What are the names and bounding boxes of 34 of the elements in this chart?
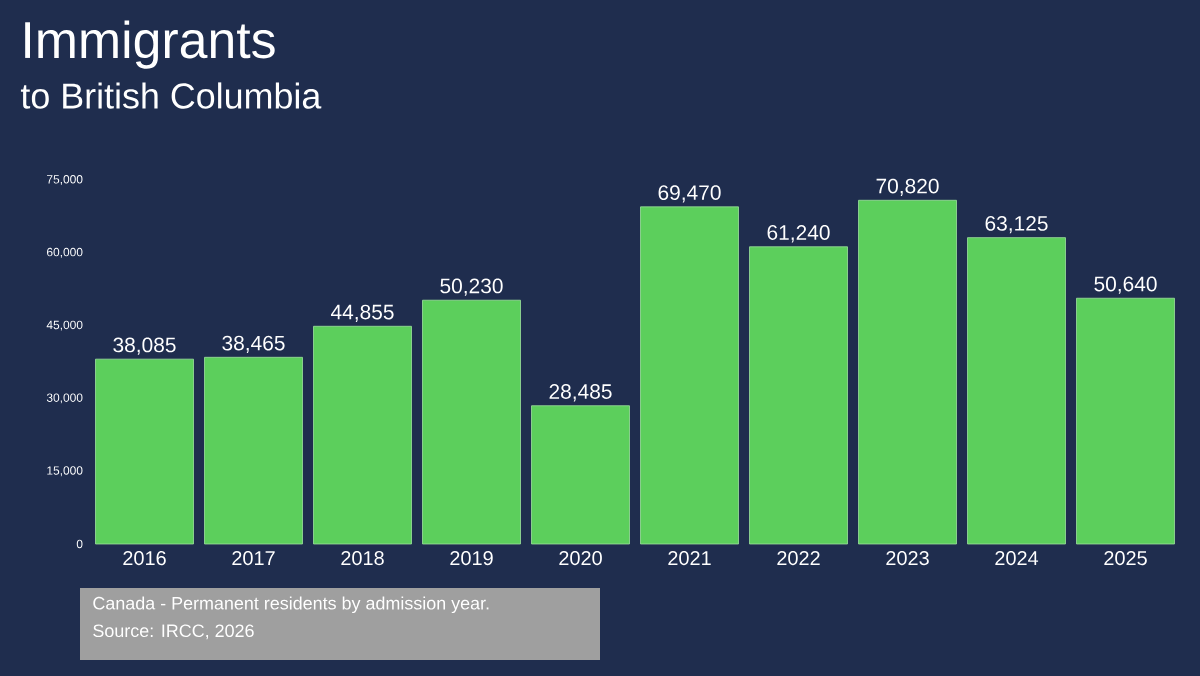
data-label: 50,640 <box>1094 276 1157 294</box>
chart-subtitle: to British Columbia <box>20 82 322 109</box>
data-label: 61,240 <box>767 225 830 243</box>
data-label: 38,465 <box>222 335 285 353</box>
data-label: 69,470 <box>658 185 721 203</box>
data-label: 63,125 <box>985 215 1048 234</box>
data-label: 50,230 <box>440 278 503 296</box>
x-tick-label: 2019 <box>450 551 493 566</box>
x-tick-label: 2023 <box>886 551 929 566</box>
x-tick-label: 2018 <box>341 551 384 566</box>
text: Canada - Permanent residents by admission year. <box>93 596 489 614</box>
x-tick-label: 2017 <box>232 551 275 566</box>
bar <box>422 299 521 545</box>
data-label: 70,820 <box>876 178 939 196</box>
x-tick-label: 2021 <box>668 551 711 566</box>
x-tick-label: 2025 <box>1104 551 1147 566</box>
bar <box>749 246 848 545</box>
source-note: Source: IRCC, 2026 <box>93 624 254 640</box>
bar <box>95 358 194 545</box>
x-tick-label: 2022 <box>777 551 820 566</box>
bar <box>531 405 630 545</box>
bar <box>640 206 739 545</box>
data-label: 38,085 <box>113 337 176 355</box>
bar <box>1076 297 1175 545</box>
x-tick-label: 2016 <box>123 551 166 566</box>
bar <box>967 237 1066 545</box>
x-tick-label: 2020 <box>559 551 602 566</box>
bar <box>313 325 412 545</box>
data-label: 44,855 <box>330 304 394 322</box>
bar <box>204 356 303 545</box>
x-tick-label: 2024 <box>995 551 1039 566</box>
bar <box>858 199 957 545</box>
data-label: 28,485 <box>549 384 612 402</box>
chart-title: Immigrants <box>25 20 275 69</box>
